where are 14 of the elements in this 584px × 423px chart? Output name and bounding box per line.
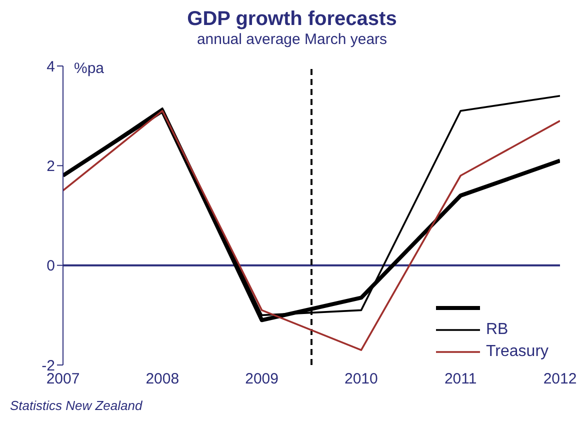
x-tick-label: 2010 [344, 370, 378, 388]
x-tick-label: 2009 [245, 370, 278, 388]
chart-title: GDP growth forecasts [186, 8, 398, 31]
legend-label: RB [486, 321, 510, 339]
x-tick-label: 2008 [146, 370, 180, 388]
x-tick-label: 2012 [543, 370, 577, 388]
legend-label: Treasury [486, 343, 550, 361]
y-axis-title: %pa [74, 60, 104, 77]
y-tick-label: 4 [46, 58, 55, 76]
chart-subtitle: annual average March years [196, 31, 388, 48]
x-tick-label: 2011 [444, 370, 477, 388]
text: Statistics New Zealand [10, 398, 142, 413]
y-tick-label: 0 [46, 258, 55, 275]
y-tick-label: 2 [46, 158, 55, 175]
